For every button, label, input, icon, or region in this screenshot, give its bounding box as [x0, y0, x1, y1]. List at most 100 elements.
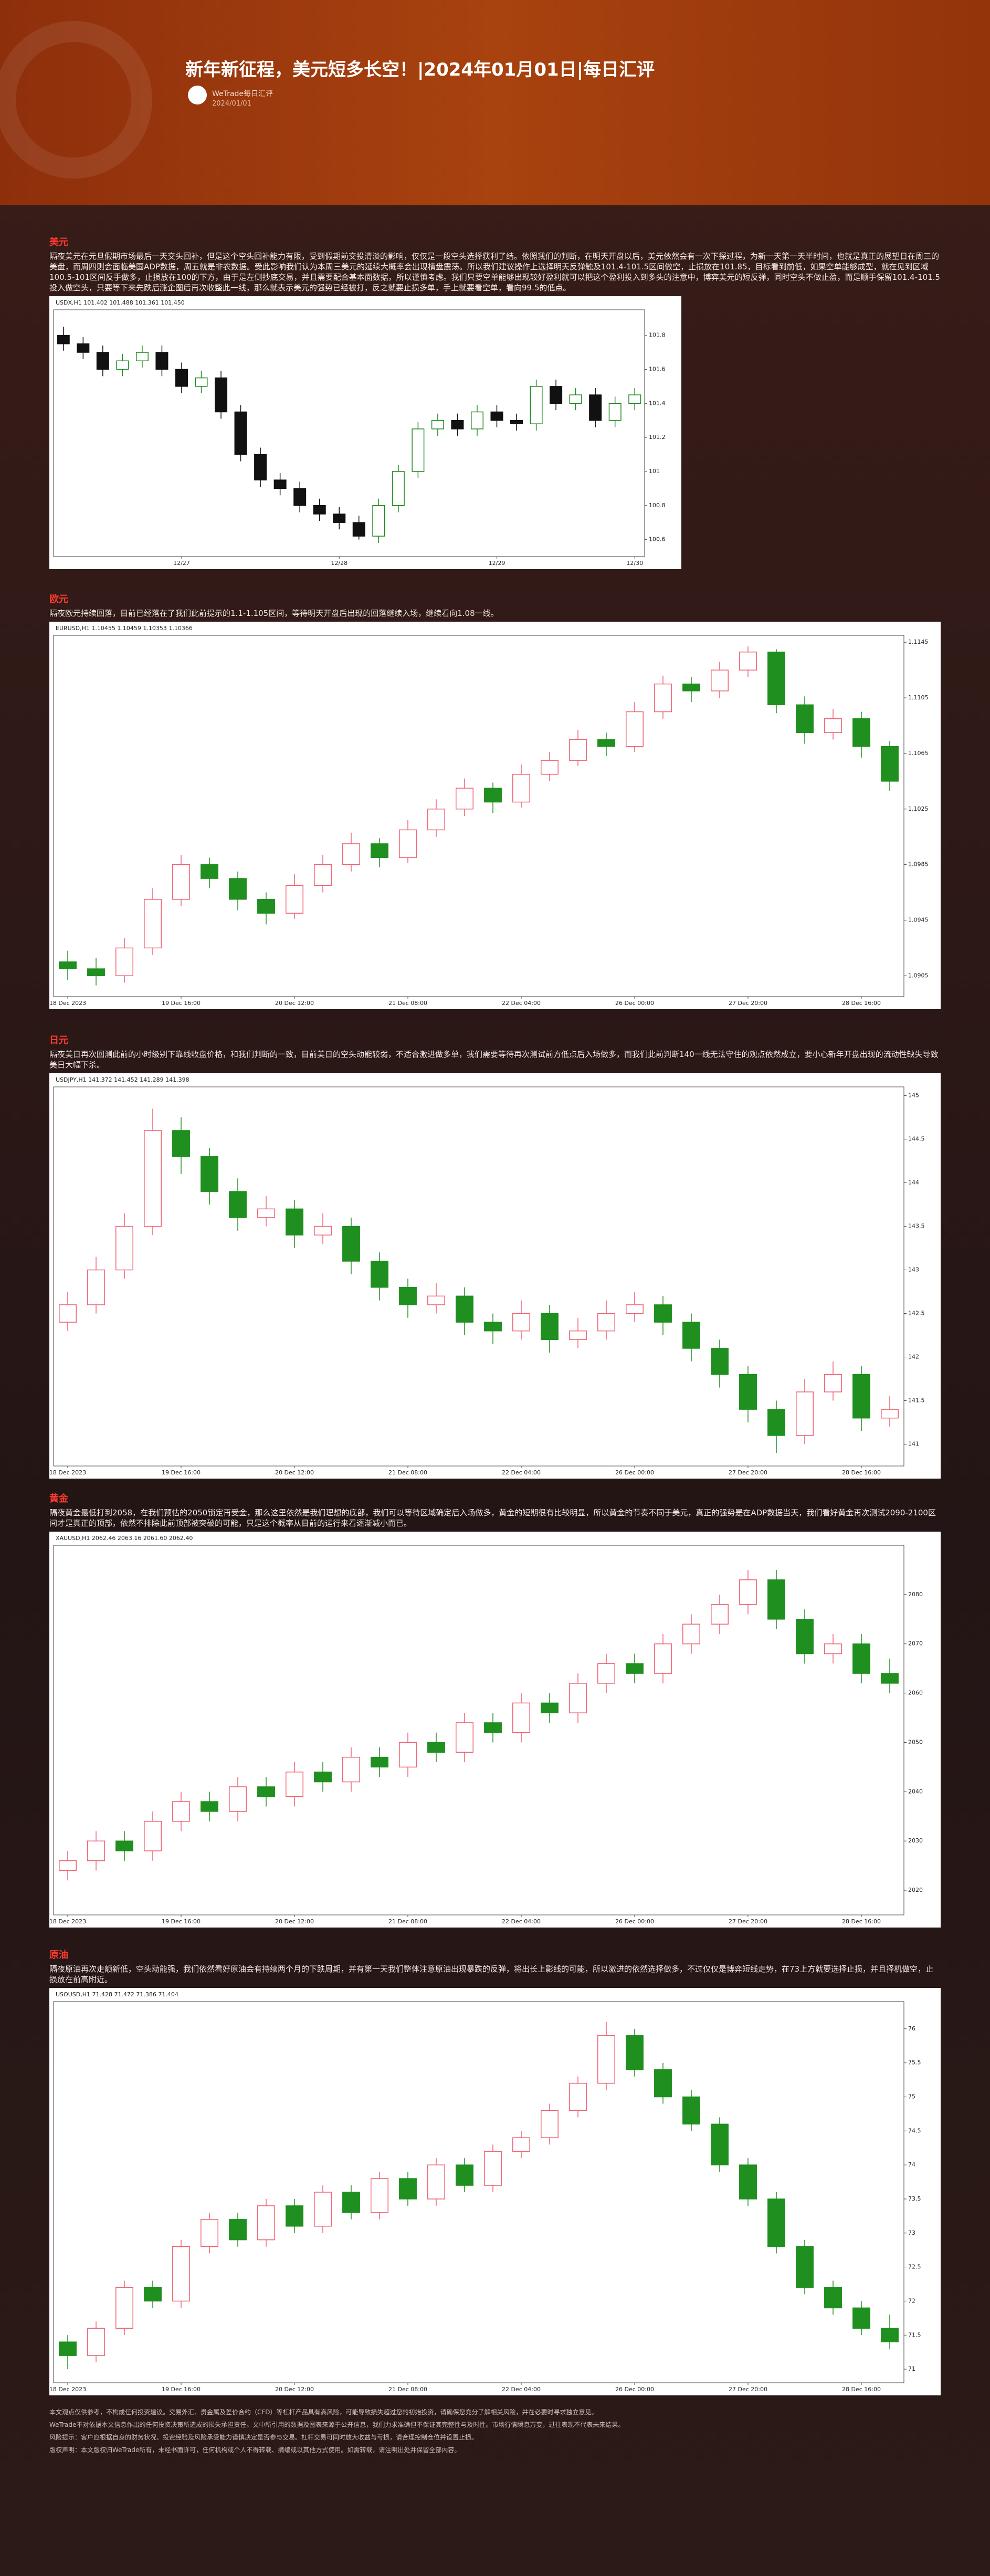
y-tick-label: 101.6	[649, 365, 666, 372]
x-tick-label: 18 Dec 2023	[49, 2386, 86, 2393]
y-tick-label: 2040	[908, 1788, 923, 1795]
candle-body	[96, 352, 109, 370]
candle-body	[541, 1313, 559, 1341]
candle-body	[172, 1130, 190, 1157]
candle-body	[550, 386, 563, 404]
y-tick-label: 2020	[908, 1887, 923, 1893]
chart-label: USDX,H1 101.402 101.488 101.361 101.450	[56, 299, 185, 306]
candle-body	[286, 2205, 303, 2227]
y-tick-label: 145	[908, 1092, 919, 1099]
candle-body	[628, 394, 641, 404]
candle-body	[451, 420, 464, 430]
candle-body	[399, 1286, 417, 1305]
x-tick-label: 26 Dec 00:00	[615, 2386, 654, 2393]
y-tick-label: 141	[908, 1441, 919, 1448]
candle-body	[456, 788, 473, 810]
candle-body	[215, 377, 228, 413]
date: 2024/01/01	[212, 100, 251, 108]
candle-body	[175, 369, 188, 387]
x-tick-label: 28 Dec 16:00	[842, 1000, 881, 1007]
candle-body	[597, 1663, 615, 1684]
chart: USOUSD,H1 71.428 71.472 71.386 71.404 71 7…	[49, 1988, 941, 2395]
candle-body	[427, 2164, 445, 2200]
candle-body	[597, 739, 615, 747]
chart-label: XAUUSD,H1 2062.46 2063.16 2061.60 2062.4…	[56, 1535, 193, 1542]
y-tick-label: 2060	[908, 1690, 923, 1697]
x-tick-label: 20 Dec 12:00	[275, 2386, 314, 2393]
y-tick-label: 101	[649, 468, 660, 475]
x-tick-label: 21 Dec 08:00	[388, 1918, 427, 1925]
candle-body	[77, 343, 90, 353]
candle-body	[144, 899, 162, 949]
candle-body	[201, 2219, 218, 2247]
y-tick-label: 71	[908, 2365, 915, 2372]
candle-body	[431, 420, 444, 430]
plot-frame	[53, 635, 904, 997]
candle-body	[257, 899, 275, 914]
section: 美元 隔夜美元在元旦假期市场最后一天交头回补，但是这个空头回补能力有限，受到假期前…	[49, 236, 941, 569]
disclaimer: 风险提示：客户应根据自身的财务状况、投资经验及风险承受能力谨慎决定是否参与交易。…	[49, 2434, 478, 2441]
candle-body	[314, 1772, 332, 1783]
candle-body	[490, 411, 503, 421]
candle-body	[229, 2219, 247, 2240]
candle-body	[626, 711, 644, 747]
title: 新年新征程，美元短多长空！|2024年01月01日|每日汇评	[185, 59, 655, 80]
x-tick-label: 19 Dec 16:00	[162, 1000, 201, 1007]
x-tick-label: 26 Dec 00:00	[615, 1000, 654, 1007]
candle-body	[314, 864, 332, 886]
candle-body	[257, 1208, 275, 1218]
candle-body	[59, 1860, 77, 1871]
candle-body	[155, 352, 168, 370]
x-tick-label: 27 Dec 20:00	[729, 2386, 767, 2393]
candle-body	[711, 2123, 729, 2165]
section-text: 隔夜欧元持续回落，目前已经落在了我们此前提示的1.1-1.105区间，等待明天开…	[49, 609, 499, 618]
plot-frame	[53, 1086, 904, 1467]
candle-body	[115, 947, 133, 977]
y-tick-label: 101.2	[649, 434, 666, 441]
y-tick-label: 100.6	[649, 536, 666, 543]
candle-body	[484, 1322, 502, 1332]
section: 原油 隔夜原油再次走额新低，空头动能强，我们依然看好原油会有持续两个月的下跌周期，…	[49, 1949, 941, 2395]
candle-body	[371, 2178, 388, 2213]
candle-body	[229, 1191, 247, 1218]
candle-body	[796, 1619, 814, 1654]
y-tick-label: 2070	[908, 1640, 923, 1647]
candle-body	[881, 746, 899, 782]
candle-body	[144, 1820, 162, 1851]
decor	[0, 21, 152, 179]
candle-body	[59, 2341, 77, 2356]
candle-body	[286, 1208, 303, 1235]
candle-body	[541, 2110, 559, 2139]
x-tick-label: 18 Dec 2023	[49, 1000, 86, 1007]
candle-body	[371, 843, 388, 858]
candle-body	[371, 1756, 388, 1768]
y-tick-label: 73	[908, 2229, 915, 2236]
y-tick-label: 144.5	[908, 1136, 925, 1143]
candle-body	[654, 683, 672, 713]
candle-body	[541, 1702, 559, 1713]
candle-body	[59, 961, 77, 969]
candle-body	[342, 1756, 360, 1783]
candle-body	[626, 1304, 644, 1314]
candle-body	[144, 2287, 162, 2302]
candle-body	[399, 1742, 417, 1768]
candle-body	[427, 1742, 445, 1753]
candle-body	[739, 652, 757, 671]
candle-body	[352, 522, 365, 537]
x-tick-label: 28 Dec 16:00	[842, 1469, 881, 1476]
candle-body	[739, 2164, 757, 2200]
candle-body	[342, 2192, 360, 2213]
section-text: 隔夜黄金最低打到2058，在我们预估的2050锁定再受金，那么这里依然是我们理想…	[49, 1508, 936, 1528]
y-tick-label: 1.0985	[908, 861, 929, 868]
candle-body	[144, 1130, 162, 1227]
chart-label: USOUSD,H1 71.428 71.472 71.386 71.404	[56, 1991, 178, 1998]
x-tick-label: 12/29	[489, 560, 505, 567]
candle-body	[201, 1156, 218, 1192]
x-tick-label: 19 Dec 16:00	[162, 1918, 201, 1925]
plot-frame	[53, 309, 645, 557]
chart: XAUUSD,H1 2062.46 2063.16 2061.60 2062.4…	[49, 1532, 941, 1928]
x-tick-label: 18 Dec 2023	[49, 1918, 86, 1925]
candle-body	[682, 1322, 700, 1349]
candle-body	[229, 878, 247, 900]
x-tick-label: 20 Dec 12:00	[275, 1918, 314, 1925]
